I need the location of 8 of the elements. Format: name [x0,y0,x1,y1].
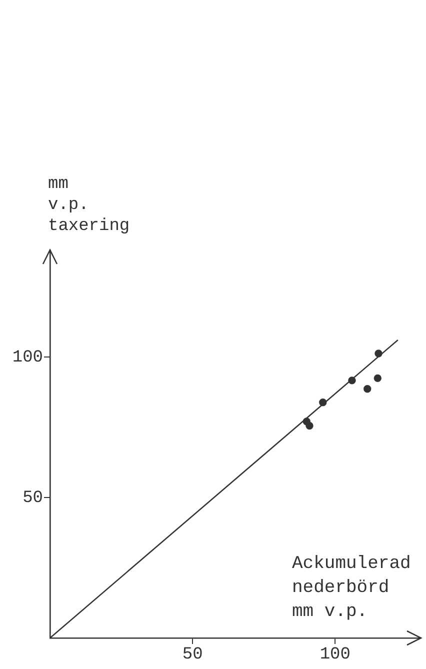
x-axis-title: Ackumulerad nederbörd mm v.p. [292,554,411,622]
point [348,376,356,384]
point [319,398,327,406]
point [306,422,314,430]
point [364,385,372,393]
point [374,350,382,358]
y-axis-title: mm v.p. taxering [48,175,130,236]
point [374,374,382,382]
